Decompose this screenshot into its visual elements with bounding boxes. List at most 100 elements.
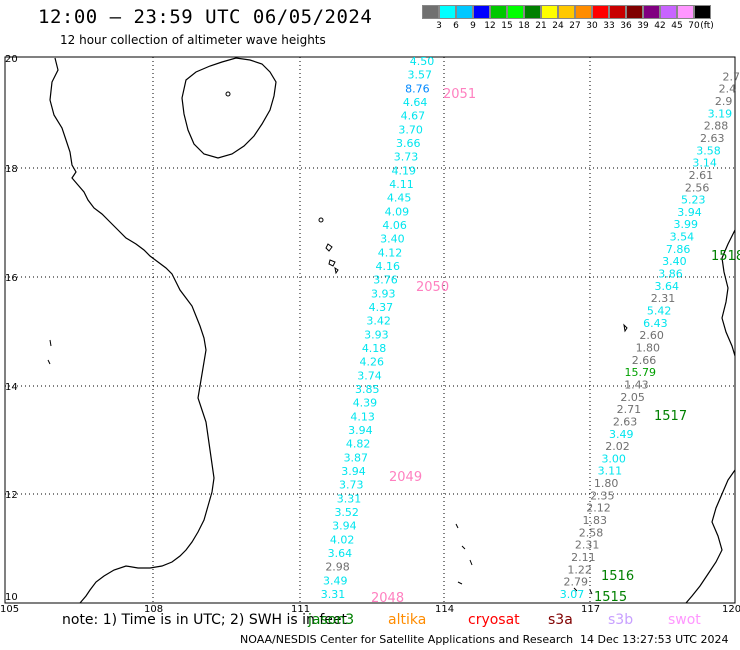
- wave-height-value: 3.42: [366, 315, 391, 328]
- legend-swatch: [541, 5, 558, 19]
- wave-height-value: 2.02: [605, 440, 630, 453]
- lat-label: 10: [5, 592, 18, 603]
- legend-label: 6: [453, 21, 459, 31]
- pass-id-label: 2051: [443, 87, 476, 102]
- wave-height-value: 8.76: [405, 82, 430, 95]
- pass-id-label: 1516: [601, 569, 634, 584]
- wave-height-value: 3.94: [348, 424, 373, 437]
- pass-id-label: 1515: [594, 590, 627, 605]
- wave-height-value: 2.58: [579, 526, 604, 539]
- lon-label: 108: [144, 604, 163, 615]
- legend-swatch: [643, 5, 660, 19]
- wave-height-value: 3.74: [357, 369, 382, 382]
- legend-label: 24: [552, 21, 564, 31]
- wave-height-value: 2.4: [719, 83, 737, 96]
- legend-swatch: [694, 5, 711, 19]
- lon-label: 120: [722, 604, 740, 615]
- wave-height-value: 2.88: [704, 120, 729, 133]
- wave-height-value: 4.06: [382, 219, 407, 232]
- wave-height-value: 1.22: [567, 563, 592, 576]
- wave-height-value: 6.43: [643, 317, 668, 330]
- wave-height-value: 3.76: [373, 274, 398, 287]
- wave-height-value: 4.09: [385, 205, 410, 218]
- wave-height-value: 4.39: [353, 397, 378, 410]
- wave-height-value: 3.57: [407, 69, 432, 82]
- legend-label: 18: [518, 21, 530, 31]
- wave-height-value: 3.64: [328, 547, 353, 560]
- legend-label: (ft): [700, 21, 714, 31]
- wave-height-value: 2.05: [620, 391, 645, 404]
- wave-height-value: 2.9: [715, 95, 733, 108]
- legend-label: 27: [569, 21, 581, 31]
- small-islands: [47, 91, 628, 365]
- wave-height-value: 15.79: [624, 366, 656, 379]
- wave-height-value: 3.64: [655, 280, 680, 293]
- wave-height-value: 3.94: [677, 206, 702, 219]
- legend-swatch: [660, 5, 677, 19]
- map-frame: [4, 56, 736, 604]
- wave-height-value: 2.31: [651, 292, 676, 305]
- wave-height-value: 1.80: [594, 477, 619, 490]
- wave-height-value: 4.45: [387, 192, 412, 205]
- wave-height-value: 2.35: [590, 489, 615, 502]
- legend-label: 12: [484, 21, 496, 31]
- satellite-label-cryosat: cryosat: [468, 612, 520, 628]
- wave-height-value: 2.63: [613, 415, 638, 428]
- wave-height-value: 4.82: [346, 438, 371, 451]
- satellite-label-swot: swot: [668, 612, 701, 628]
- wave-height-value: 3.66: [396, 137, 421, 150]
- legend-label: 45: [671, 21, 683, 31]
- wave-height-value: 3.87: [344, 451, 369, 464]
- legend-label: 30: [586, 21, 598, 31]
- pass-id-label: 2048: [371, 591, 404, 606]
- wave-height-value: 4.26: [360, 356, 385, 369]
- color-legend: 3 6 9 12 15 18 21 24 27 30 33 36 39 42 45 70 (ft): [422, 5, 740, 31]
- wave-height-tracks: 4.503.578.764.644.673.703.663.734.194.11…: [321, 55, 740, 601]
- wave-height-value: 3.94: [341, 465, 366, 478]
- legend-swatch: [473, 5, 490, 19]
- legend-label: 33: [603, 21, 615, 31]
- lat-label: 16: [5, 273, 18, 284]
- legend-label: 15: [501, 21, 513, 31]
- wave-height-value: 3.86: [658, 268, 683, 281]
- footer-credit: NOAA/NESDIS Center for Satellite Applica…: [240, 633, 574, 646]
- wave-height-value: 2.11: [571, 551, 596, 564]
- wave-height-value: 2.12: [586, 502, 611, 515]
- legend-swatch: [592, 5, 609, 19]
- wave-height-value: 2.60: [639, 329, 664, 342]
- legend-swatches: [422, 5, 740, 19]
- pass-id-label: 2050: [416, 280, 449, 295]
- legend-swatch: [456, 5, 473, 19]
- legend-label: 42: [654, 21, 666, 31]
- wave-height-value: 3.99: [673, 218, 698, 231]
- wave-height-value: 4.50: [410, 55, 435, 68]
- wave-height-value: 4.37: [369, 301, 394, 314]
- lat-label: 20: [5, 54, 18, 65]
- legend-swatch: [558, 5, 575, 19]
- legend-swatch: [609, 5, 626, 19]
- mainland-coastline: [49, 57, 215, 604]
- wave-height-value: 2.63: [700, 132, 725, 145]
- legend-label: 70: [688, 21, 700, 31]
- wave-height-value: 4.64: [403, 96, 428, 109]
- graticule: [5, 57, 735, 603]
- wave-height-value: 7.86: [666, 243, 691, 256]
- legend-label: 36: [620, 21, 632, 31]
- wave-height-value: 3.85: [355, 383, 380, 396]
- wave-height-value: 3.73: [394, 151, 419, 164]
- reef-marks: [455, 523, 593, 595]
- lat-label: 14: [5, 382, 18, 393]
- legend-label: 21: [535, 21, 547, 31]
- wave-height-value: 4.12: [378, 246, 403, 259]
- wave-height-value: 3.52: [334, 506, 359, 519]
- borneo-coastline: [685, 469, 736, 604]
- wave-height-value: 3.54: [670, 231, 695, 244]
- wave-height-value: 4.19: [391, 164, 416, 177]
- east-coastline: [721, 229, 736, 357]
- legend-label: 3: [436, 21, 442, 31]
- wave-height-value: 1.80: [636, 341, 661, 354]
- wave-height-value: 3.11: [598, 465, 623, 478]
- pass-id-label: 1517: [654, 409, 687, 424]
- wave-height-value: 3.19: [708, 107, 733, 120]
